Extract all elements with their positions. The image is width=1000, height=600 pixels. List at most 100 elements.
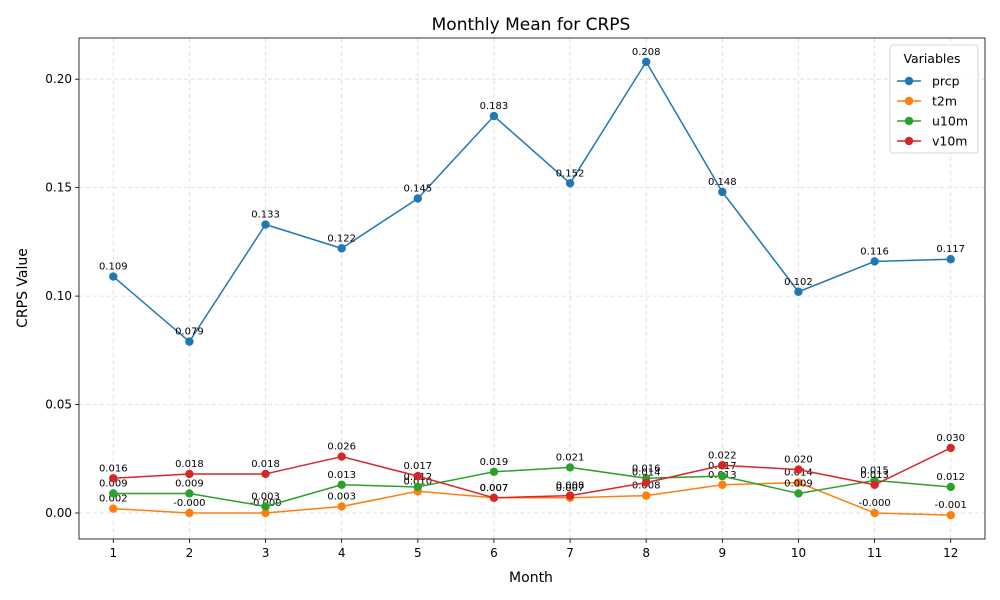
y-tick-label: 0.00 <box>45 506 72 520</box>
data-point-prcp <box>337 244 346 253</box>
data-point-v10m <box>718 461 727 470</box>
legend-items: prcp t2m u10m v10m <box>897 74 968 149</box>
data-point-prcp <box>642 57 651 67</box>
data-point-u10m <box>261 502 270 511</box>
data-point-t2m <box>946 510 955 520</box>
data-label-prcp: 0.183 <box>480 101 509 112</box>
data-label-u10m: 0.019 <box>480 457 509 468</box>
data-point-v10m <box>870 480 879 489</box>
data-label-t2m: 0.010 <box>403 476 432 487</box>
data-label-t2m: 0.003 <box>327 491 356 502</box>
data-label-v10m: 0.008 <box>556 481 585 492</box>
data-point-v10m <box>337 452 346 461</box>
data-point-prcp <box>413 194 422 203</box>
legend-swatch-marker <box>904 76 914 86</box>
data-label-prcp: 0.122 <box>327 233 356 244</box>
data-label-t2m: -0.000 <box>173 498 205 509</box>
data-label-u10m: 0.015 <box>860 465 889 476</box>
y-tick-label: 0.20 <box>45 72 72 86</box>
y-tick-label: 0.05 <box>45 398 72 412</box>
data-label-v10m: 0.026 <box>327 442 356 453</box>
data-point-prcp <box>261 220 270 229</box>
x-tick-label: 2 <box>186 546 194 560</box>
legend-item-t2m: t2m <box>897 94 957 109</box>
grid <box>79 38 985 539</box>
data-point-prcp <box>946 255 955 264</box>
data-label-v10m: 0.014 <box>632 468 661 479</box>
series-prcp: 0.109 0.079 0.133 0.122 0.145 0.183 0.152 0.208… <box>99 47 965 346</box>
legend: Variables prcp t2m u10m v10m <box>889 44 979 154</box>
series-t2m: 0.002-0.000-0.0000.0030.0100.0070.0070.0… <box>99 468 967 520</box>
data-point-u10m <box>946 482 955 492</box>
series-u10m: 0.009 0.009 0.003 0.013 0.012 0.019 0.021 0.016… <box>99 452 965 511</box>
data-point-v10m <box>185 469 194 479</box>
data-point-v10m <box>261 469 270 479</box>
data-point-t2m <box>642 491 651 500</box>
data-label-v10m: 0.013 <box>860 470 889 481</box>
data-point-u10m <box>185 489 194 498</box>
data-label-t2m: 0.007 <box>480 483 509 494</box>
data-point-t2m <box>185 508 194 518</box>
data-point-t2m <box>261 508 270 518</box>
data-point-v10m <box>642 478 651 487</box>
data-label-prcp: 0.145 <box>403 183 432 194</box>
data-point-v10m <box>946 443 955 453</box>
x-tick-label: 6 <box>490 546 498 560</box>
data-label-v10m: 0.017 <box>403 461 432 472</box>
data-point-u10m <box>794 489 803 498</box>
data-label-u10m: 0.021 <box>556 452 585 463</box>
data-label-t2m: 0.002 <box>99 494 128 505</box>
x-tick-label: 12 <box>943 546 958 560</box>
x-tick-label: 4 <box>338 546 346 560</box>
data-label-prcp: 0.133 <box>251 210 280 221</box>
data-point-prcp <box>565 179 575 188</box>
data-point-u10m <box>718 471 727 481</box>
data-label-u10m: 0.013 <box>327 470 356 481</box>
y-axis: 0.00 0.05 0.10 0.15 0.20 <box>45 72 79 520</box>
data-point-u10m <box>109 489 118 498</box>
legend-swatch-marker <box>904 96 914 106</box>
series-line-t2m <box>113 481 951 516</box>
data-point-t2m <box>870 508 879 518</box>
data-point-prcp <box>185 337 194 346</box>
data-point-prcp <box>109 272 118 281</box>
data-point-prcp <box>870 257 879 266</box>
data-label-t2m: -0.001 <box>935 500 967 511</box>
legend-label: t2m <box>932 94 957 109</box>
data-label-u10m: 0.009 <box>99 478 128 489</box>
data-label-v10m: 0.022 <box>708 450 737 461</box>
data-label-v10m: 0.016 <box>99 463 128 474</box>
legend-swatch-marker <box>904 136 914 146</box>
legend-label: prcp <box>932 74 960 89</box>
series-line-prcp <box>112 61 951 343</box>
data-label-prcp: 0.152 <box>556 168 585 179</box>
data-label-v10m: 0.020 <box>784 455 813 466</box>
data-label-u10m: 0.009 <box>784 478 813 489</box>
data-point-u10m <box>489 467 499 476</box>
data-point-u10m <box>413 482 422 492</box>
data-label-u10m: 0.003 <box>251 491 280 502</box>
data-point-v10m <box>794 465 803 474</box>
data-point-v10m <box>109 474 118 483</box>
data-label-v10m: 0.018 <box>175 459 204 470</box>
data-label-u10m: 0.016 <box>632 463 661 474</box>
legend-title: Variables <box>903 51 960 66</box>
data-point-prcp <box>794 287 803 296</box>
series-line-v10m <box>113 447 952 499</box>
x-tick-label: 1 <box>109 546 117 560</box>
data-label-u10m: 0.012 <box>936 472 965 483</box>
chart-title: Monthly Mean for CRPS <box>432 15 631 35</box>
data-point-prcp <box>489 111 499 121</box>
data-label-v10m: 0.030 <box>936 433 965 444</box>
legend-item-prcp: prcp <box>897 74 960 89</box>
data-point-prcp <box>718 187 727 197</box>
data-point-t2m <box>337 502 346 511</box>
y-tick-label: 0.10 <box>45 289 72 303</box>
x-tick-label: 11 <box>867 546 882 560</box>
series-line-u10m <box>113 466 951 508</box>
data-point-u10m <box>565 463 575 472</box>
data-label-prcp: 0.116 <box>860 246 889 257</box>
data-label-prcp: 0.148 <box>708 177 737 188</box>
